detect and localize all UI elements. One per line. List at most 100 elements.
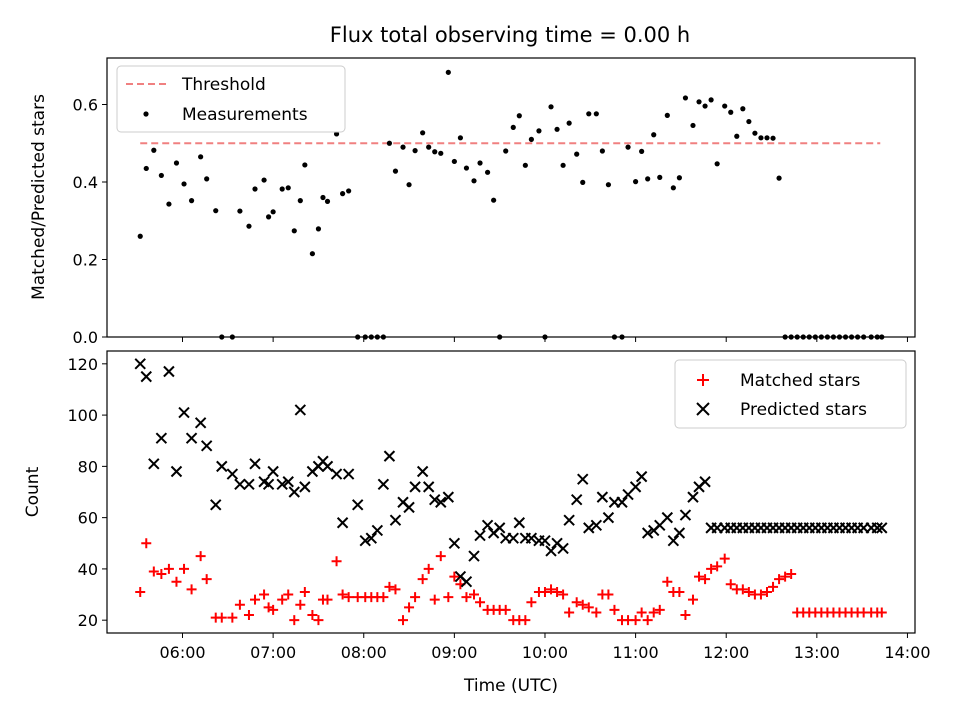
- matched-star-point: [435, 551, 446, 562]
- predicted-star-point: [170, 465, 183, 478]
- matched-star-point: [243, 610, 254, 621]
- matched-star-point: [694, 571, 705, 582]
- measurement-point: [261, 177, 267, 183]
- matched-star-point: [558, 589, 569, 600]
- measurement-point: [670, 185, 676, 191]
- predicted-star-point: [468, 550, 480, 562]
- matched-star-point: [384, 581, 395, 592]
- matched-star-point: [148, 566, 159, 577]
- predicted-star-point: [448, 537, 461, 549]
- bottom-ytick-label: 100: [67, 406, 98, 425]
- matched-star-point: [755, 589, 766, 600]
- matched-star-point: [630, 615, 641, 626]
- measurement-point: [204, 176, 210, 182]
- predicted-star-point: [200, 440, 213, 452]
- bottom-xtick-label: 11:00: [613, 643, 659, 662]
- measurement-point: [758, 135, 764, 141]
- measurement-point: [400, 144, 406, 150]
- predicted-star-point: [596, 491, 609, 503]
- matched-star-point: [390, 584, 401, 595]
- matched-star-point: [468, 589, 479, 600]
- measurement-point: [151, 147, 157, 153]
- matched-star-point: [404, 602, 415, 613]
- matched-star-point: [768, 581, 779, 592]
- matched-star-point: [171, 576, 182, 587]
- measurement-point: [158, 172, 164, 179]
- predicted-star-point: [871, 522, 883, 534]
- legend-predicted-label: Predicted stars: [740, 400, 867, 420]
- measurement-point: [746, 118, 752, 125]
- measurement-point: [252, 186, 258, 192]
- measurement-point: [776, 175, 782, 181]
- matched-star-point: [475, 597, 486, 608]
- bottom-ytick-label: 120: [67, 355, 98, 374]
- predicted-star-point: [661, 511, 674, 524]
- measurement-point: [491, 197, 497, 203]
- measurement-point: [309, 251, 315, 257]
- measurement-point: [315, 226, 322, 232]
- top-ytick-label: 0.4: [73, 173, 98, 192]
- bottom-ytick-label: 20: [78, 611, 98, 630]
- predicted-star-point: [299, 481, 311, 493]
- matched-star-point: [195, 551, 206, 562]
- matched-star-point: [591, 607, 602, 618]
- matched-star-point: [583, 602, 594, 613]
- measurement-point: [664, 112, 670, 118]
- matched-star-point: [609, 604, 620, 615]
- matched-star-point: [780, 571, 791, 582]
- measurement-point: [764, 135, 770, 141]
- measurement-point: [213, 208, 219, 214]
- matched-star-point: [648, 607, 659, 618]
- matched-star-point: [398, 615, 409, 626]
- predicted-star-point: [163, 365, 175, 378]
- top-ytick-label: 0.0: [73, 328, 98, 347]
- measurement-point: [246, 223, 252, 229]
- measurement-point: [340, 191, 346, 197]
- bottom-xtick-label: 13:00: [794, 643, 840, 662]
- matched-star-point: [700, 574, 711, 585]
- predicted-star-point: [667, 535, 680, 547]
- top-ytick-label: 0.6: [73, 96, 98, 115]
- predicted-star-point: [359, 535, 371, 547]
- matched-star-point: [135, 586, 146, 597]
- predicted-star-point: [403, 501, 415, 514]
- top-y-axis-label: Matched/Predicted stars: [29, 94, 49, 300]
- measurement-point: [586, 111, 592, 117]
- matched-star-point: [313, 615, 324, 626]
- legend-measurements-swatch: [143, 111, 149, 117]
- measurement-point: [137, 233, 143, 239]
- matched-star-point: [571, 597, 582, 608]
- measurement-point: [166, 201, 172, 207]
- predicted-star-point: [481, 519, 494, 532]
- matched-star-point: [179, 563, 190, 574]
- predicted-star-point: [460, 576, 473, 588]
- measurement-point: [198, 154, 204, 160]
- bottom-xtick-label: 10:00: [522, 643, 568, 662]
- measurement-point: [522, 162, 528, 168]
- predicted-star-point: [351, 499, 364, 511]
- matched-star-point: [289, 615, 300, 626]
- matched-star-point: [216, 612, 227, 623]
- measurement-point: [457, 135, 464, 141]
- predicted-star-point: [525, 532, 538, 544]
- predicted-star-point: [148, 458, 160, 470]
- measurement-point: [484, 169, 491, 175]
- matched-star-point: [250, 594, 261, 605]
- predicted-star-point: [616, 496, 628, 508]
- matched-star-point: [636, 607, 647, 618]
- predicted-star-point: [321, 460, 334, 473]
- predicted-star-point: [435, 496, 447, 508]
- top-panel: 0.0 0.2 0.4 0.6 Matched/Predicted stars Thr…: [29, 57, 916, 347]
- predicted-star-point: [493, 522, 506, 534]
- legend-matched-swatch: [697, 374, 709, 386]
- measurement-point: [682, 95, 689, 101]
- predicted-star-point: [442, 491, 455, 503]
- legend-measurements-label: Measurements: [182, 105, 308, 125]
- matched-star-point: [876, 607, 887, 618]
- measurement-point: [188, 198, 195, 204]
- measurement-point: [285, 185, 291, 191]
- matched-star-point: [410, 592, 421, 603]
- measurement-point: [173, 160, 180, 166]
- measurement-point: [740, 106, 746, 112]
